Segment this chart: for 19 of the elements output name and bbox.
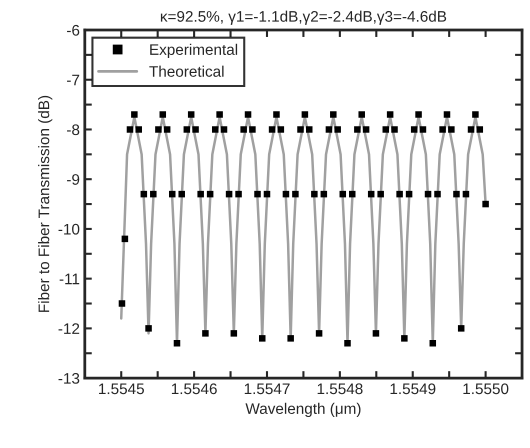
y-tick-label: -8 (67, 124, 80, 136)
chart-title: κ=92.5%, γ1=-1.1dB,γ2=-2.4dB,γ3=-4.6dB (160, 10, 446, 25)
x-axis-title: Wavelength (μm) (245, 402, 361, 418)
y-tick-label: -6 (67, 24, 80, 36)
y-tick-label: -10 (58, 224, 80, 235)
x-tick-label: 1.5547 (244, 384, 290, 394)
legend-label: Experimental (150, 44, 238, 58)
y-tick-label: -13 (58, 372, 80, 384)
y-axis-title: Fiber to Fiber Transmission (dB) (38, 96, 52, 312)
y-tick-label: -9 (67, 174, 80, 185)
x-tick-label: 1.5549 (390, 383, 436, 394)
x-tick-label: 1.5545 (99, 384, 144, 394)
legend-label: Theoretical (149, 66, 224, 77)
y-tick-label: -7 (67, 74, 80, 86)
y-tick-label: -12 (58, 323, 80, 334)
x-tick-label: 1.5546 (172, 383, 217, 394)
x-tick-label: 1.5550 (463, 383, 508, 394)
x-tick-label: 1.5548 (318, 383, 363, 394)
y-tick-label: -11 (60, 274, 80, 284)
